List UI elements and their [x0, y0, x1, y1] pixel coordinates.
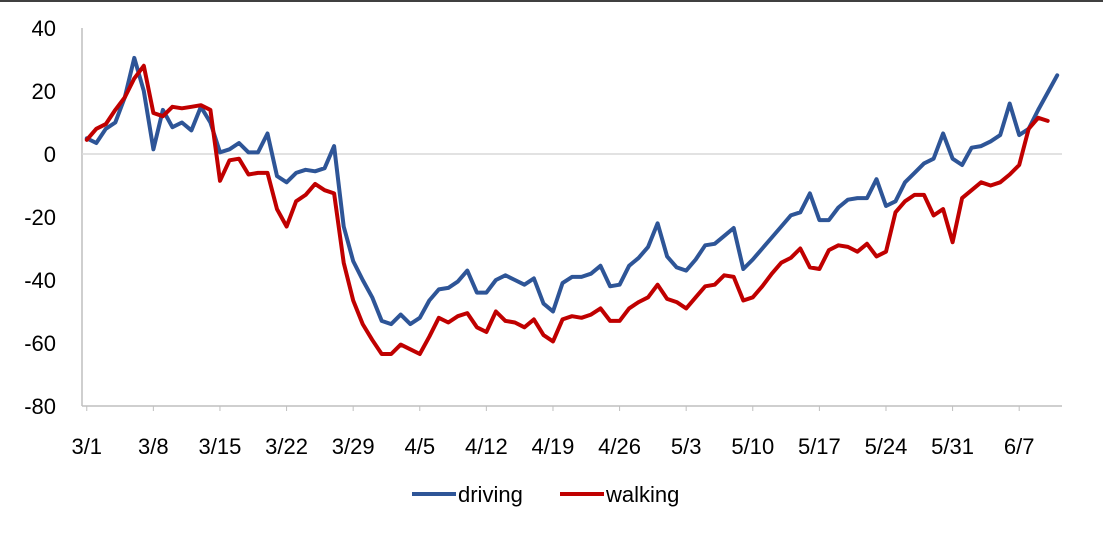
- series-line-driving: [84, 55, 1060, 327]
- x-tick-label: 5/31: [931, 434, 974, 459]
- x-tick-label: 3/8: [138, 434, 169, 459]
- x-tick-label: 6/7: [1004, 434, 1035, 459]
- series-line-walking: [84, 63, 1050, 356]
- x-tick-label: 3/22: [265, 434, 308, 459]
- y-axis-tick-labels: 40 20 0 -20 -40 -60 -80: [24, 16, 56, 419]
- y-tick-label: 0: [44, 142, 56, 167]
- x-tick-label: 5/24: [865, 434, 908, 459]
- x-tick-label: 4/12: [465, 434, 508, 459]
- axes: [81, 28, 1062, 411]
- legend: driving walking: [412, 482, 679, 507]
- x-tick-label: 4/26: [598, 434, 641, 459]
- x-tick-label: 4/19: [532, 434, 575, 459]
- x-tick-label: 5/17: [798, 434, 841, 459]
- x-axis-tick-labels: 3/1 3/8 3/15 3/22 3/29 4/5 4/12 4/19 4/26 5/3 5/10…: [71, 434, 1034, 459]
- x-tick-label: 5/10: [731, 434, 774, 459]
- x-tick-label: 3/29: [332, 434, 375, 459]
- series-lines: [84, 55, 1060, 356]
- x-tick-label: 5/3: [671, 434, 702, 459]
- y-tick-label: -20: [24, 205, 56, 230]
- legend-label-driving: driving: [458, 482, 523, 507]
- y-tick-label: -40: [24, 268, 56, 293]
- y-tick-label: 40: [32, 16, 56, 41]
- x-tick-label: 4/5: [404, 434, 435, 459]
- legend-label-walking: walking: [605, 482, 679, 507]
- y-tick-label: -80: [24, 394, 56, 419]
- x-tick-label: 3/1: [71, 434, 102, 459]
- x-tick-label: 3/15: [199, 434, 242, 459]
- y-tick-label: -60: [24, 331, 56, 356]
- y-tick-label: 20: [32, 79, 56, 104]
